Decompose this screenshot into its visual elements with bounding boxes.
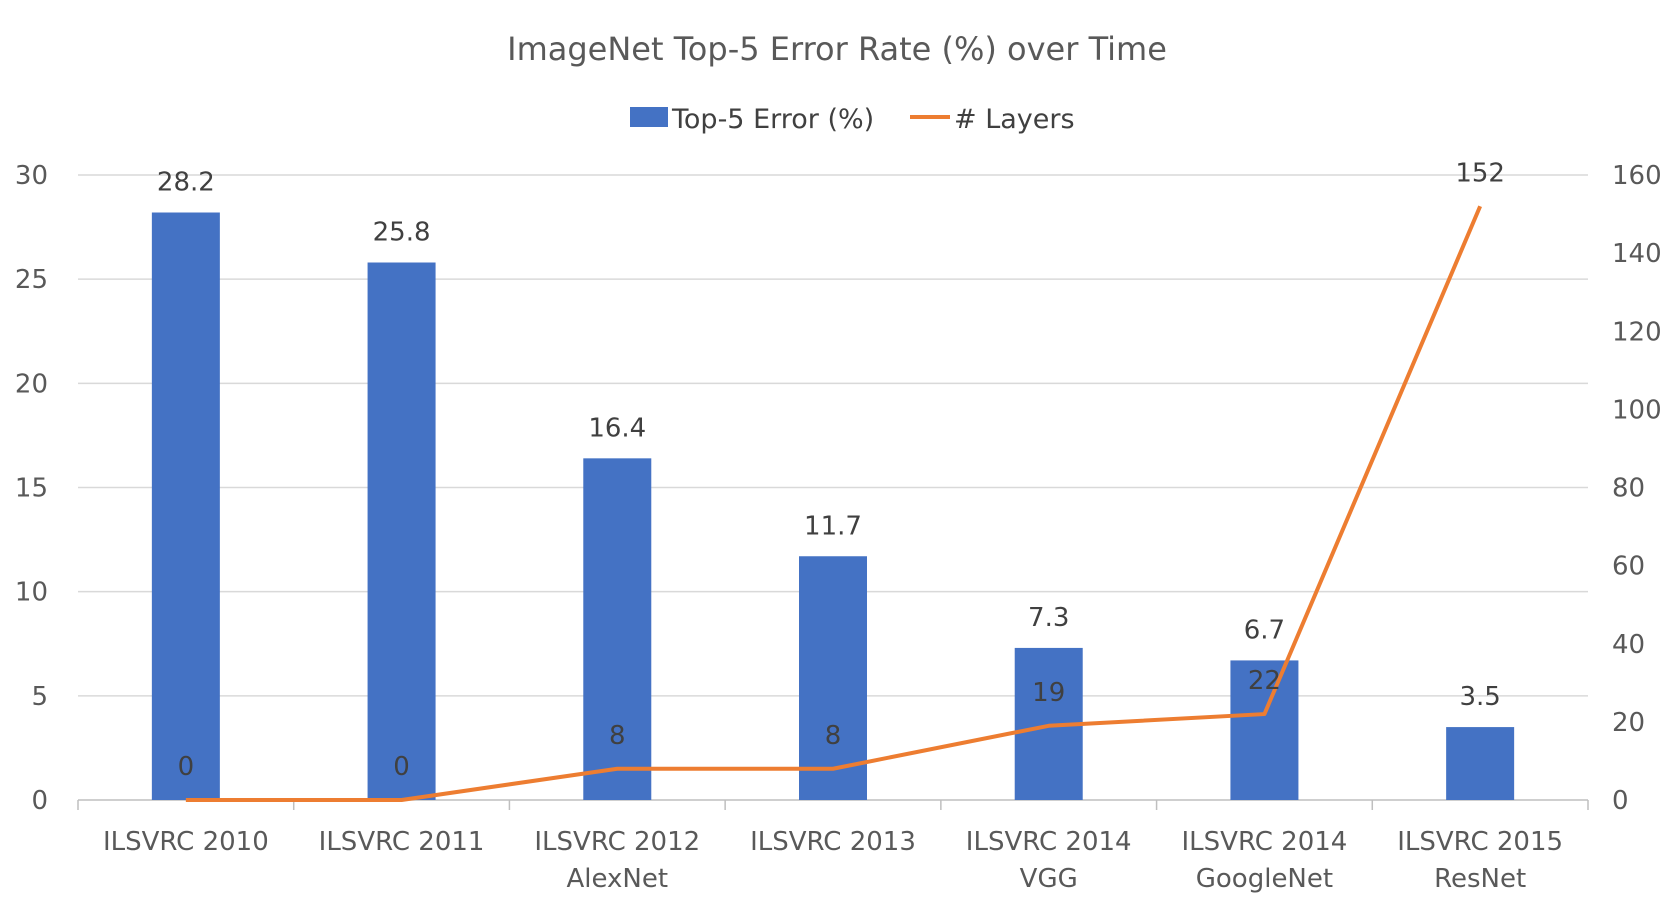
- left-tick-label: 15: [15, 474, 48, 504]
- category-label-line: ILSVRC 2014: [1182, 827, 1348, 857]
- category-label: ILSVRC 2014 VGG: [966, 827, 1132, 894]
- category-label: ILSVRC 2010: [103, 827, 269, 857]
- right-tick-label: 160: [1612, 161, 1662, 191]
- category-label: ILSVRC 2015 ResNet: [1397, 827, 1563, 894]
- line-series: 0 0 8 8 19 22 152: [178, 158, 1505, 802]
- chart-title: ImageNet Top-5 Error Rate (%) over Time: [507, 30, 1167, 68]
- legend-label-error: Top-5 Error (%): [671, 104, 874, 135]
- line-data-label: 0: [393, 752, 410, 782]
- bar: [583, 458, 652, 800]
- legend: Top-5 Error (%) # Layers: [630, 104, 1075, 135]
- line-data-label: 0: [178, 752, 195, 782]
- bar: [1230, 660, 1299, 800]
- legend-swatch-bar: [630, 107, 668, 127]
- category-label-line: ILSVRC 2010: [103, 827, 269, 857]
- category-labels: ILSVRC 2010 ILSVRC 2011 ILSVRC 2012 AlexNet…: [103, 827, 1563, 894]
- line-data-label: 152: [1455, 158, 1505, 188]
- category-label-line: ILSVRC 2014: [966, 827, 1132, 857]
- left-tick-label: 0: [31, 786, 48, 816]
- category-label-line: ILSVRC 2011: [319, 827, 485, 857]
- category-label-line: ResNet: [1434, 864, 1526, 894]
- right-axis-ticks: 0 20 40 60 80 100 120 140 160: [1612, 161, 1662, 816]
- category-label-line: AlexNet: [566, 864, 668, 894]
- category-label: ILSVRC 2014 GoogleNet: [1182, 827, 1348, 894]
- left-tick-label: 30: [15, 161, 48, 191]
- line-data-label: 8: [825, 721, 842, 751]
- category-label-line: VGG: [1020, 864, 1078, 894]
- line-data-label: 8: [609, 721, 626, 751]
- left-tick-label: 20: [15, 369, 48, 399]
- category-label-line: GoogleNet: [1196, 864, 1333, 894]
- category-label: ILSVRC 2011: [319, 827, 485, 857]
- bar: [367, 262, 436, 800]
- line-data-label: 22: [1248, 666, 1281, 696]
- bar: [1446, 727, 1515, 800]
- left-tick-label: 5: [31, 682, 48, 712]
- right-tick-label: 80: [1612, 474, 1645, 504]
- bar-data-label: 25.8: [373, 218, 431, 248]
- left-axis-ticks: 0 5 10 15 20 25 30: [15, 161, 48, 816]
- bar-data-label: 7.3: [1028, 603, 1069, 633]
- bar-series: 28.2 25.8 16.4 11.7 7.3 6.7 3.5: [151, 168, 1515, 800]
- line-data-label: 19: [1032, 678, 1065, 708]
- category-label: ILSVRC 2013: [750, 827, 916, 857]
- category-label: ILSVRC 2012 AlexNet: [534, 827, 700, 894]
- bar-data-label: 16.4: [588, 413, 646, 443]
- bar: [799, 556, 867, 800]
- right-tick-label: 100: [1612, 395, 1662, 425]
- right-tick-label: 120: [1612, 317, 1662, 347]
- category-label-line: ILSVRC 2015: [1397, 827, 1563, 857]
- bar: [151, 212, 220, 800]
- legend-label-layers: # Layers: [954, 104, 1075, 135]
- category-label-line: ILSVRC 2013: [750, 827, 916, 857]
- bar-data-label: 28.2: [157, 168, 215, 198]
- right-tick-label: 40: [1612, 630, 1645, 660]
- right-tick-label: 20: [1612, 708, 1645, 738]
- bar-data-label: 11.7: [804, 511, 862, 541]
- left-tick-label: 25: [15, 265, 48, 295]
- right-tick-label: 0: [1612, 786, 1629, 816]
- right-tick-label: 140: [1612, 239, 1662, 269]
- bar-data-label: 6.7: [1244, 615, 1285, 645]
- layers-line: [185, 205, 1482, 802]
- bar-data-label: 3.5: [1459, 682, 1500, 712]
- category-label-line: ILSVRC 2012: [534, 827, 700, 857]
- left-tick-label: 10: [15, 578, 48, 608]
- right-tick-label: 60: [1612, 552, 1645, 582]
